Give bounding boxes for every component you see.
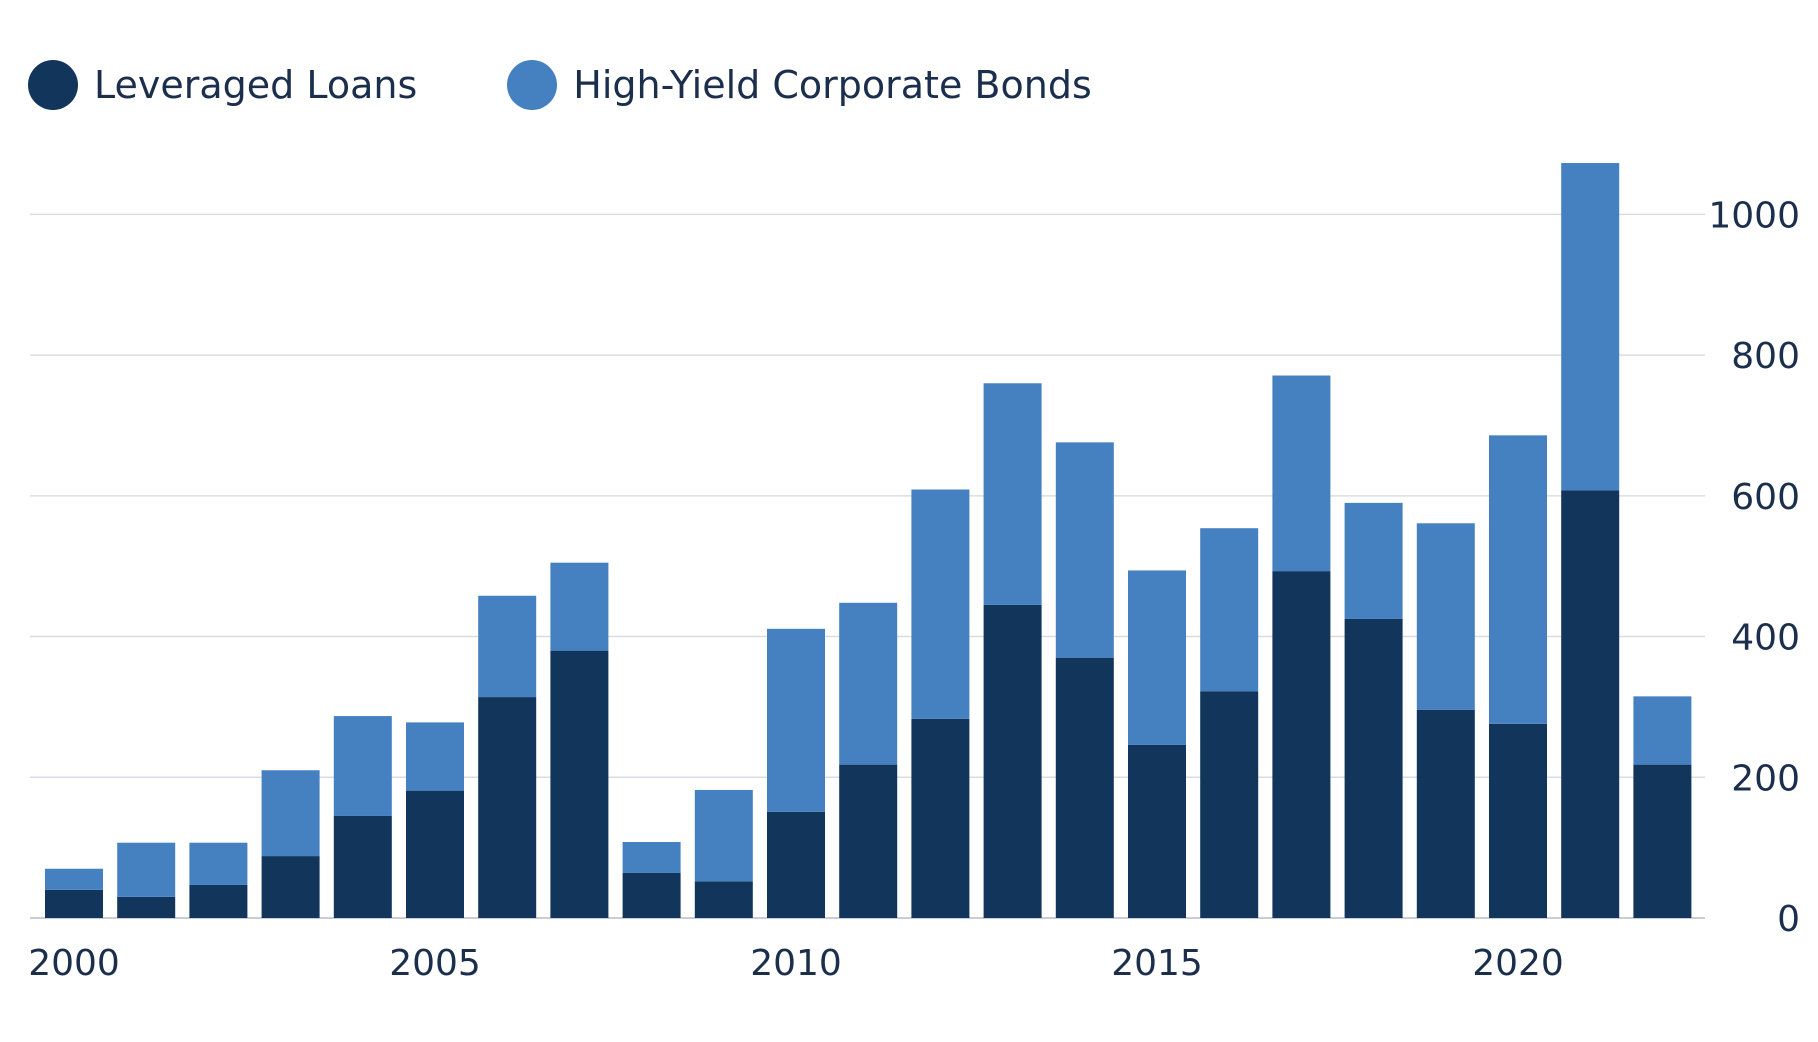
bar-high-yield-bonds-2001 <box>117 842 176 897</box>
bar-high-yield-bonds-2009 <box>694 789 753 882</box>
bar-high-yield-bonds-2016 <box>1200 528 1259 692</box>
legend-swatch-high-yield-bonds <box>507 60 558 110</box>
bar-high-yield-bonds-2011 <box>839 602 898 765</box>
bar-high-yield-bonds-2018 <box>1344 502 1403 619</box>
bar-leveraged-loans-2011 <box>839 764 898 918</box>
y-tick-label-0: 0 <box>1777 899 1800 940</box>
x-tick-label-2010: 2010 <box>750 943 842 984</box>
bars <box>45 163 1692 918</box>
legend-label-high-yield-bonds: High-Yield Corporate Bonds <box>573 63 1092 107</box>
x-tick-label-2020: 2020 <box>1472 943 1564 984</box>
bar-high-yield-bonds-2021 <box>1561 163 1620 491</box>
bar-leveraged-loans-2009 <box>694 881 753 918</box>
bar-leveraged-loans-2007 <box>550 650 609 918</box>
bar-leveraged-loans-2022 <box>1633 764 1692 918</box>
bar-leveraged-loans-2018 <box>1344 618 1403 918</box>
y-tick-label-200: 200 <box>1731 758 1800 799</box>
bar-high-yield-bonds-2020 <box>1489 435 1547 724</box>
y-tick-label-400: 400 <box>1731 618 1800 659</box>
bar-high-yield-bonds-2015 <box>1128 570 1186 745</box>
bar-leveraged-loans-2013 <box>983 604 1042 918</box>
legend-swatch-leveraged-loans <box>28 60 78 110</box>
bar-high-yield-bonds-2002 <box>189 842 248 885</box>
axes: 0 200 400 600 800 1000 2000 2005 2010 2015 2020 <box>28 195 1800 984</box>
x-tick-label-2015: 2015 <box>1111 943 1203 984</box>
y-tick-label-1000: 1000 <box>1708 195 1800 236</box>
y-tick-label-800: 800 <box>1731 336 1800 377</box>
bar-leveraged-loans-2005 <box>406 790 464 918</box>
bar-leveraged-loans-2012 <box>911 718 970 918</box>
bar-high-yield-bonds-2012 <box>911 489 970 719</box>
bar-high-yield-bonds-2008 <box>622 842 681 873</box>
bar-high-yield-bonds-2017 <box>1272 375 1331 572</box>
y-tick-label-600: 600 <box>1731 477 1800 518</box>
bar-leveraged-loans-2021 <box>1561 490 1620 918</box>
bar-high-yield-bonds-2022 <box>1633 696 1692 765</box>
bar-leveraged-loans-2003 <box>261 856 320 918</box>
bar-high-yield-bonds-2003 <box>261 770 320 857</box>
bar-high-yield-bonds-2004 <box>333 716 392 816</box>
bar-high-yield-bonds-2005 <box>406 722 464 791</box>
bar-high-yield-bonds-2000 <box>45 868 103 890</box>
bar-leveraged-loans-2017 <box>1272 571 1331 918</box>
legend-item-high-yield-bonds: High-Yield Corporate Bonds <box>507 60 1092 110</box>
bar-high-yield-bonds-2019 <box>1416 523 1475 710</box>
bar-high-yield-bonds-2013 <box>983 383 1042 605</box>
bar-leveraged-loans-2004 <box>333 815 392 918</box>
bar-high-yield-bonds-2014 <box>1055 442 1114 658</box>
bar-leveraged-loans-2016 <box>1200 691 1259 918</box>
bar-leveraged-loans-2015 <box>1128 744 1186 918</box>
x-tick-label-2000: 2000 <box>28 943 120 984</box>
bar-high-yield-bonds-2006 <box>478 595 537 698</box>
bar-leveraged-loans-2000 <box>45 889 103 918</box>
bar-leveraged-loans-2014 <box>1055 657 1114 918</box>
x-tick-label-2005: 2005 <box>389 943 481 984</box>
bar-leveraged-loans-2019 <box>1416 709 1475 918</box>
legend-label-leveraged-loans: Leveraged Loans <box>94 63 418 107</box>
bar-high-yield-bonds-2007 <box>550 562 609 651</box>
bar-leveraged-loans-2020 <box>1489 723 1547 918</box>
bar-leveraged-loans-2010 <box>767 811 825 918</box>
legend-item-leveraged-loans: Leveraged Loans <box>28 60 417 110</box>
bar-leveraged-loans-2001 <box>117 896 176 918</box>
bar-leveraged-loans-2006 <box>478 697 537 918</box>
bar-leveraged-loans-2008 <box>622 872 681 918</box>
bar-high-yield-bonds-2010 <box>767 628 825 812</box>
legend: Leveraged Loans High-Yield Corporate Bon… <box>28 60 1182 110</box>
bar-leveraged-loans-2002 <box>189 884 248 918</box>
